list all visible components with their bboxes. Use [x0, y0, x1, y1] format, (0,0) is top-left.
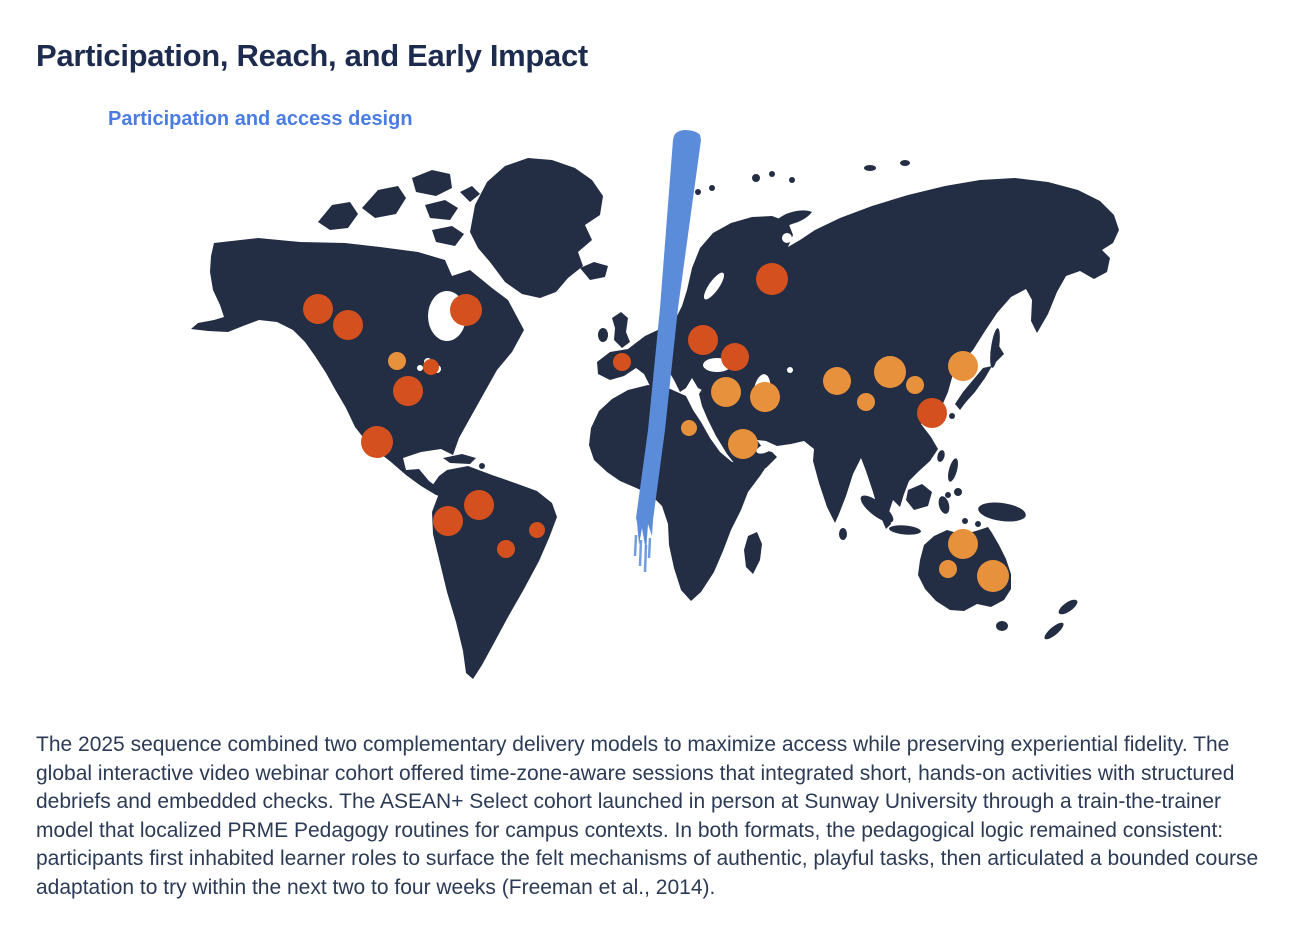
brush-stroke-highlight	[633, 130, 701, 573]
participation-bubble-central-brazil	[497, 540, 515, 558]
land-greenland	[470, 158, 603, 298]
participation-bubble-eastern-europe	[721, 343, 749, 371]
participation-bubble-eastern-canada	[450, 294, 482, 326]
participation-bubble-japan-korea	[948, 351, 978, 381]
participation-bubble-eastern-australia	[977, 560, 1009, 592]
land-new-zealand	[1058, 599, 1078, 615]
land-british-isles	[612, 312, 630, 348]
land-eurasia	[597, 178, 1119, 529]
aral-sea	[787, 367, 793, 373]
participation-bubble-mongolia	[874, 356, 906, 388]
participation-bubble-northern-india	[857, 393, 875, 411]
land-africa	[589, 385, 774, 601]
figure-subtitle: Participation and access design	[108, 108, 413, 130]
participation-bubble-andes	[433, 506, 463, 536]
world-bubble-map	[191, 130, 1119, 679]
participation-bubble-northern-australia	[948, 529, 978, 559]
participation-bubble-western-canada	[303, 294, 333, 324]
participation-bubble-northern-europe	[688, 325, 718, 355]
participation-bubble-turkey	[711, 377, 741, 407]
participation-bubble-great-lakes	[423, 359, 439, 375]
participation-bubble-russia	[756, 263, 788, 295]
baltic-sea	[703, 272, 725, 300]
land-madagascar	[744, 532, 762, 574]
bubble-layer	[303, 263, 1009, 592]
participation-bubble-amazon	[464, 490, 494, 520]
participation-bubble-us-midwest	[388, 352, 406, 370]
participation-bubble-egypt	[681, 420, 697, 436]
participation-bubble-northern-china	[906, 376, 924, 394]
participation-bubble-eastern-brazil	[529, 522, 545, 538]
participation-bubble-iberia	[613, 353, 631, 371]
participation-bubble-mexico	[361, 426, 393, 458]
page-title: Participation, Reach, and Early Impact	[36, 38, 588, 73]
participation-bubble-central-asia	[823, 367, 851, 395]
white-sea	[782, 233, 792, 243]
land-south-america	[432, 466, 557, 679]
persian-gulf	[756, 444, 772, 454]
body-paragraph: The 2025 sequence combined two complemen…	[36, 733, 1259, 899]
participation-bubble-western-australia	[939, 560, 957, 578]
participation-bubble-arabia	[728, 429, 758, 459]
participation-bubble-eastern-china	[917, 398, 947, 428]
participation-bubble-us-south	[393, 376, 423, 406]
participation-bubble-canada-prairies	[333, 310, 363, 340]
participation-bubble-caucasus	[750, 382, 780, 412]
